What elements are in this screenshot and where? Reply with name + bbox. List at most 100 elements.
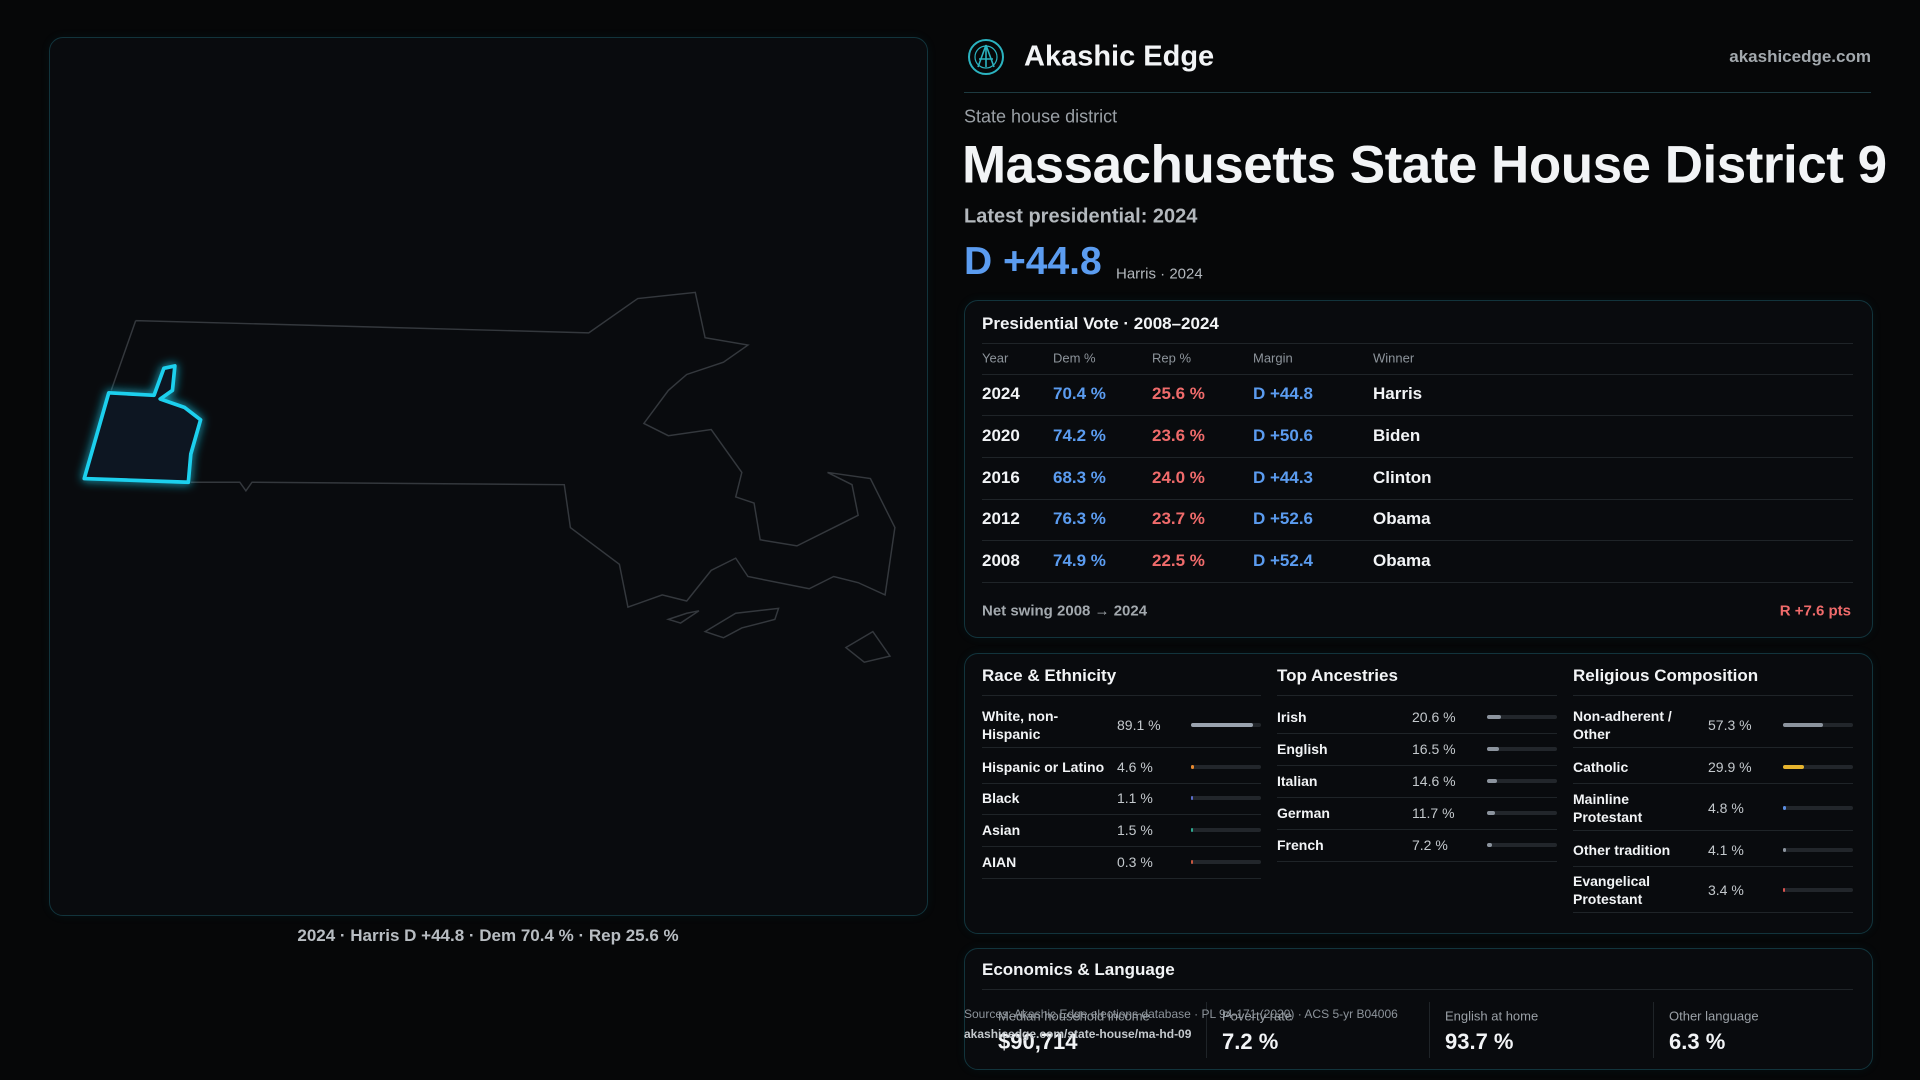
panel-title: Presidential Vote · 2008–2024: [982, 314, 1219, 333]
bar: [1783, 888, 1786, 892]
bar-track: [1783, 888, 1853, 892]
table-cell: Obama: [1373, 551, 1431, 570]
rule: [982, 878, 1261, 879]
rule: [1277, 695, 1557, 696]
rule: [982, 989, 1853, 990]
bar: [1191, 796, 1193, 800]
row-label: Mainline Protestant: [1573, 791, 1643, 825]
row-value: 89.1 %: [1117, 717, 1161, 733]
table-cell: 2020: [982, 426, 1020, 445]
stat-value: $90,714: [998, 1029, 1078, 1054]
bar: [1487, 811, 1496, 815]
stat-label: Median household income: [998, 1008, 1150, 1024]
island: [844, 630, 892, 664]
row-label: Other tradition: [1573, 842, 1671, 858]
demographics-panel: [964, 653, 1873, 934]
bar-track: [1191, 860, 1261, 864]
bar: [1783, 723, 1824, 727]
table-cell: 2024: [982, 384, 1020, 403]
rule: [982, 582, 1853, 583]
stat-value: 93.7 %: [1445, 1029, 1514, 1054]
margin-headline: D +44.8: [964, 240, 1102, 283]
state-border: [110, 291, 896, 609]
section-title: Economics & Language: [982, 960, 1175, 979]
table-cell: 24.0 %: [1152, 468, 1205, 487]
stat-label: Other language: [1669, 1008, 1759, 1024]
bar-track: [1191, 765, 1261, 769]
section-title: Top Ancestries: [1277, 666, 1398, 685]
bar: [1783, 848, 1786, 852]
row-label: German: [1277, 805, 1330, 821]
rule: [982, 457, 1853, 458]
rule: [982, 814, 1261, 815]
table-cell: 68.3 %: [1053, 468, 1106, 487]
state-outline: [110, 291, 896, 664]
bar: [1783, 806, 1787, 810]
column-header: Winner: [1373, 350, 1415, 366]
section-title: Religious Composition: [1573, 666, 1759, 685]
row-label: Hispanic or Latino: [982, 759, 1105, 775]
bar: [1191, 723, 1254, 727]
table-cell: Obama: [1373, 509, 1431, 528]
row-label: Irish: [1277, 709, 1307, 725]
rule: [1573, 747, 1853, 748]
row-label: English: [1277, 741, 1328, 757]
row-label: Asian: [982, 822, 1021, 838]
table-cell: 23.7 %: [1152, 509, 1205, 528]
column-header: Rep %: [1152, 350, 1192, 366]
district-shape: [82, 364, 203, 485]
bar-track: [1783, 806, 1853, 810]
row-value: 11.7 %: [1412, 805, 1455, 821]
rule: [1277, 829, 1557, 830]
table-cell: 2016: [982, 468, 1020, 487]
separator: [1429, 1002, 1430, 1058]
row-label: Italian: [1277, 773, 1318, 789]
map-caption: 2024 · Harris D +44.8 · Dem 70.4 % · Rep…: [297, 926, 679, 945]
table-cell: D +44.8: [1253, 384, 1314, 403]
bar-track: [1783, 848, 1853, 852]
row-value: 20.6 %: [1412, 709, 1456, 725]
separator: [1206, 1002, 1207, 1058]
table-cell: 2012: [982, 509, 1020, 528]
table-cell: D +50.6: [1253, 426, 1314, 445]
column-header: Year: [982, 350, 1009, 366]
site-link[interactable]: akashicedge.com: [1729, 47, 1871, 66]
row-label: Non-adherent / Other: [1573, 708, 1672, 742]
row-label: AIAN: [982, 854, 1017, 870]
row-value: 0.3 %: [1117, 854, 1153, 870]
table-cell: D +52.6: [1253, 509, 1314, 528]
bar-track: [1191, 796, 1261, 800]
map-panel: [49, 37, 928, 916]
sources: Sources: Akashic Edge elections database…: [964, 1007, 1398, 1021]
rule: [982, 415, 1853, 416]
logo: [968, 39, 1004, 75]
row-label: Black: [982, 790, 1020, 806]
table-cell: 22.5 %: [1152, 551, 1205, 570]
table-cell: 25.6 %: [1152, 384, 1205, 403]
row-label: White, non-Hispanic: [982, 708, 1059, 742]
district-title: Massachusetts State House District 9: [962, 135, 1887, 195]
row-value: 1.1 %: [1117, 790, 1153, 806]
rule: [982, 747, 1261, 748]
rule: [982, 846, 1261, 847]
section-title: Race & Ethnicity: [982, 666, 1117, 685]
bar-track: [1487, 715, 1557, 719]
stat-value: 7.2 %: [1222, 1029, 1279, 1054]
bar-track: [1783, 765, 1853, 769]
bar: [1487, 747, 1499, 751]
rule: [1277, 797, 1557, 798]
bar: [1487, 715, 1502, 719]
district: [82, 364, 203, 485]
rule: [1573, 783, 1853, 784]
swing-value: R +7.6 pts: [1779, 602, 1851, 620]
rule: [1277, 765, 1557, 766]
table-cell: 76.3 %: [1053, 509, 1106, 528]
table-cell: 2008: [982, 551, 1020, 570]
bar-track: [1487, 811, 1557, 815]
divider: [964, 92, 1871, 93]
rule: [982, 343, 1853, 344]
district-kind: State house district: [964, 106, 1118, 127]
rule: [1573, 866, 1853, 867]
